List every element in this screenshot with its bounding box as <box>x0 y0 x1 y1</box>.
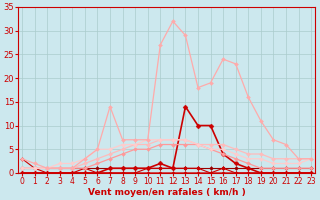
X-axis label: Vent moyen/en rafales ( km/h ): Vent moyen/en rafales ( km/h ) <box>88 188 245 197</box>
